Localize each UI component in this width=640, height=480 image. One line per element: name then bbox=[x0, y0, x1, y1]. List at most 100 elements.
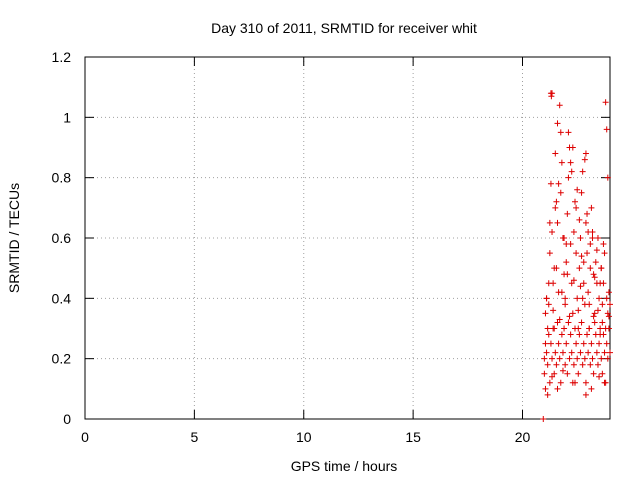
data-point bbox=[570, 361, 577, 368]
data-point bbox=[590, 313, 597, 320]
data-point bbox=[594, 361, 601, 368]
data-point bbox=[562, 361, 569, 368]
data-point bbox=[550, 325, 557, 332]
data-point bbox=[564, 370, 571, 377]
data-point bbox=[569, 144, 576, 151]
data-point bbox=[562, 295, 569, 302]
data-point bbox=[554, 120, 561, 127]
data-point bbox=[546, 250, 553, 257]
data-point bbox=[565, 174, 572, 181]
data-point bbox=[584, 250, 591, 257]
data-point bbox=[546, 219, 553, 226]
data-point bbox=[544, 361, 551, 368]
data-point bbox=[555, 340, 562, 347]
data-point bbox=[605, 289, 612, 296]
data-point bbox=[541, 355, 548, 362]
y-tick-label: 1.2 bbox=[52, 49, 72, 65]
data-point bbox=[572, 198, 578, 205]
data-point bbox=[568, 168, 575, 175]
data-point bbox=[599, 319, 606, 326]
data-point bbox=[556, 102, 563, 109]
data-point bbox=[572, 325, 578, 332]
data-point bbox=[579, 361, 586, 368]
data-point bbox=[570, 228, 577, 235]
grid-lines bbox=[85, 57, 610, 419]
data-point bbox=[566, 313, 573, 320]
data-point bbox=[598, 265, 605, 272]
data-point bbox=[591, 319, 598, 326]
data-point bbox=[549, 355, 556, 362]
data-point bbox=[569, 310, 576, 317]
data-point bbox=[567, 159, 574, 166]
data-points bbox=[540, 90, 613, 422]
data-point bbox=[601, 250, 608, 257]
data-point bbox=[542, 340, 549, 347]
data-point bbox=[600, 331, 607, 338]
y-tick-label: 0.2 bbox=[52, 351, 72, 367]
data-point bbox=[577, 235, 584, 241]
data-point bbox=[568, 349, 575, 356]
x-tick-label: 10 bbox=[296, 429, 312, 445]
y-tick-label: 0.4 bbox=[52, 290, 72, 306]
data-point bbox=[562, 301, 569, 308]
data-point bbox=[551, 370, 558, 377]
data-point bbox=[575, 370, 582, 377]
data-point bbox=[594, 307, 601, 314]
data-point bbox=[579, 295, 586, 302]
data-point bbox=[596, 295, 603, 302]
data-point bbox=[572, 379, 578, 386]
data-point bbox=[559, 367, 566, 374]
data-point bbox=[544, 325, 551, 332]
tick-labels: 0 0.2 0.4 0.6 0.8 1 1.2 0 5 10 15 20 bbox=[52, 49, 531, 445]
y-tick-label: 0 bbox=[63, 411, 71, 427]
data-point bbox=[591, 310, 598, 317]
data-point bbox=[567, 331, 574, 338]
data-point bbox=[563, 241, 570, 248]
data-point bbox=[599, 370, 606, 377]
data-point bbox=[601, 349, 608, 356]
data-point bbox=[596, 373, 603, 380]
data-point bbox=[590, 370, 597, 377]
y-tick-label: 0.8 bbox=[52, 170, 72, 186]
data-point bbox=[580, 259, 587, 266]
data-point bbox=[585, 349, 592, 356]
data-point bbox=[585, 289, 592, 296]
data-point bbox=[574, 295, 581, 302]
data-point bbox=[587, 361, 594, 368]
data-point bbox=[604, 355, 611, 362]
data-point bbox=[599, 301, 606, 308]
data-point bbox=[582, 150, 589, 157]
chart-title: Day 310 of 2011, SRMTID for receiver whi… bbox=[211, 20, 477, 36]
data-point bbox=[587, 241, 594, 248]
data-point bbox=[588, 385, 595, 392]
data-point bbox=[603, 126, 610, 133]
data-point bbox=[576, 216, 583, 223]
data-point bbox=[556, 316, 563, 323]
data-point bbox=[597, 280, 604, 287]
data-point bbox=[579, 168, 586, 175]
data-point bbox=[545, 280, 552, 287]
data-point bbox=[561, 325, 568, 332]
data-point bbox=[555, 180, 562, 187]
data-point bbox=[548, 93, 555, 100]
data-point bbox=[607, 301, 613, 308]
data-point bbox=[557, 189, 564, 196]
data-point bbox=[581, 355, 588, 362]
data-point bbox=[593, 247, 600, 254]
data-point bbox=[552, 349, 559, 356]
data-point bbox=[565, 319, 572, 326]
data-point bbox=[549, 90, 556, 97]
data-point bbox=[588, 204, 595, 211]
data-point bbox=[566, 355, 573, 362]
data-point bbox=[577, 283, 584, 290]
data-point bbox=[546, 379, 553, 386]
data-point bbox=[586, 325, 593, 332]
data-point bbox=[592, 259, 599, 266]
data-point bbox=[603, 295, 610, 302]
data-point bbox=[554, 319, 561, 326]
data-point bbox=[586, 301, 593, 308]
x-tick-label: 5 bbox=[190, 429, 198, 445]
data-point bbox=[547, 180, 554, 187]
data-point bbox=[577, 349, 584, 356]
data-point bbox=[541, 370, 548, 377]
